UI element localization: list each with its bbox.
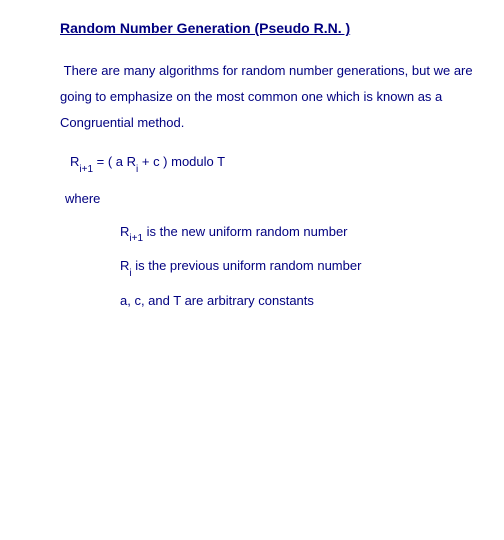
- formula-equals: = ( a R: [93, 154, 136, 169]
- section-title: Random Number Generation (Pseudo R.N. ): [60, 20, 479, 36]
- def-desc: are arbitrary constants: [185, 293, 314, 308]
- def-desc: is the previous uniform random number: [135, 258, 361, 273]
- def-desc: is the new uniform random number: [147, 224, 348, 239]
- definition-row: a, c, and T are arbitrary constants: [120, 293, 479, 308]
- formula-line: Ri+1 = ( a Ri + c ) modulo T: [70, 154, 479, 173]
- intro-paragraph: There are many algorithms for random num…: [60, 58, 479, 136]
- where-label: where: [65, 191, 479, 206]
- def-var: R: [120, 258, 129, 273]
- formula-lhs-var: R: [70, 154, 79, 169]
- def-sub: i+1: [129, 233, 143, 244]
- def-var: a, c, and T: [120, 293, 185, 308]
- def-var: R: [120, 224, 129, 239]
- paragraph-text: There are many algorithms for random num…: [60, 63, 473, 130]
- definition-row: Ri+1 is the new uniform random number: [120, 224, 479, 243]
- definition-row: Ri is the previous uniform random number: [120, 258, 479, 277]
- formula-lhs-sub: i+1: [79, 164, 93, 175]
- def-sub: i: [129, 268, 131, 279]
- formula-tail: + c ) modulo T: [138, 154, 225, 169]
- formula-rhs-sub: i: [136, 164, 138, 175]
